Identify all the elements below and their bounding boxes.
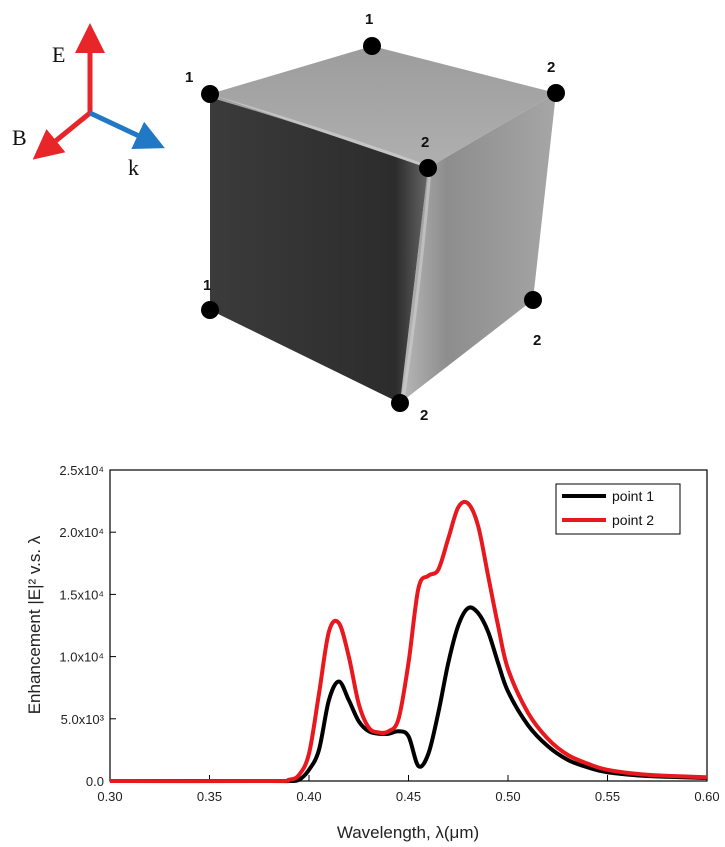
- x-tick-label: 0.40: [296, 789, 321, 804]
- vertex-label-top-back: 1: [365, 11, 373, 28]
- cube-front-face: [210, 94, 428, 403]
- y-axis-title: Enhancement |E|² v.s. λ: [25, 535, 44, 714]
- cube: [210, 46, 556, 403]
- vertex-label-top-front: 2: [421, 134, 429, 151]
- vertex-label-top-right: 2: [547, 59, 555, 76]
- y-tick-label: 0.0: [86, 774, 104, 789]
- vertex-top-back: [363, 37, 381, 55]
- cube-top-face: [210, 46, 556, 168]
- legend: point 1 point 2: [555, 483, 681, 535]
- vertex-top-left: [201, 85, 219, 103]
- vertex-markers: 1 1 2 2 1 2 2: [185, 11, 565, 424]
- vertex-label-bottom-front: 2: [420, 407, 428, 424]
- vertex-bottom-left: [201, 301, 219, 319]
- cube-diagram: E B k 1 1 2 2 1 2 2: [12, 11, 565, 424]
- x-tick-label: 0.30: [97, 789, 122, 804]
- y-tick-label: 1.0x10⁴: [59, 650, 104, 665]
- x-tick-label: 0.45: [396, 789, 421, 804]
- x-tick-label: 0.50: [495, 789, 520, 804]
- b-axis-label: B: [12, 125, 27, 150]
- b-vector-arrow: [32, 111, 92, 160]
- x-ticks: 0.30 0.35 0.40 0.45 0.50 0.55 0.60: [97, 775, 720, 804]
- e-axis-label: E: [52, 42, 65, 67]
- vertex-label-bottom-left: 1: [203, 277, 211, 294]
- vertex-top-right: [547, 84, 565, 102]
- y-ticks: 0.0 5.0x10³ 1.0x10⁴ 1.5x10⁴ 2.0x10⁴ 2.5x10⁴: [59, 463, 116, 789]
- x-tick-label: 0.55: [595, 789, 620, 804]
- enhancement-chart: 0.30 0.35 0.40 0.45 0.50 0.55 0.60 0.0 5.0x10³ 1…: [25, 463, 720, 842]
- vertex-bottom-front: [391, 394, 409, 412]
- y-tick-label: 2.0x10⁴: [59, 525, 104, 540]
- series-line-point-2: [109, 499, 708, 784]
- x-tick-label: 0.60: [694, 789, 719, 804]
- vertex-label-top-left: 1: [185, 69, 193, 86]
- legend-box: [555, 483, 681, 535]
- legend-label-point-2: point 2: [612, 512, 654, 528]
- legend-label-point-1: point 1: [612, 488, 654, 504]
- cube-right-face: [400, 93, 556, 403]
- vertex-bottom-right: [524, 291, 542, 309]
- x-axis-title: Wavelength, λ(μm): [337, 823, 479, 842]
- y-tick-label: 1.5x10⁴: [59, 587, 104, 602]
- vertex-top-front: [419, 159, 437, 177]
- field-axes: E B k: [12, 23, 165, 180]
- k-vector-arrow: [88, 110, 165, 149]
- series-line-point-1: [109, 605, 708, 784]
- y-tick-label: 5.0x10³: [61, 712, 105, 727]
- k-axis-label: k: [128, 155, 139, 180]
- vertex-label-bottom-right: 2: [533, 332, 541, 349]
- series-lines: [109, 499, 708, 784]
- y-tick-label: 2.5x10⁴: [59, 463, 104, 478]
- x-tick-label: 0.35: [197, 789, 222, 804]
